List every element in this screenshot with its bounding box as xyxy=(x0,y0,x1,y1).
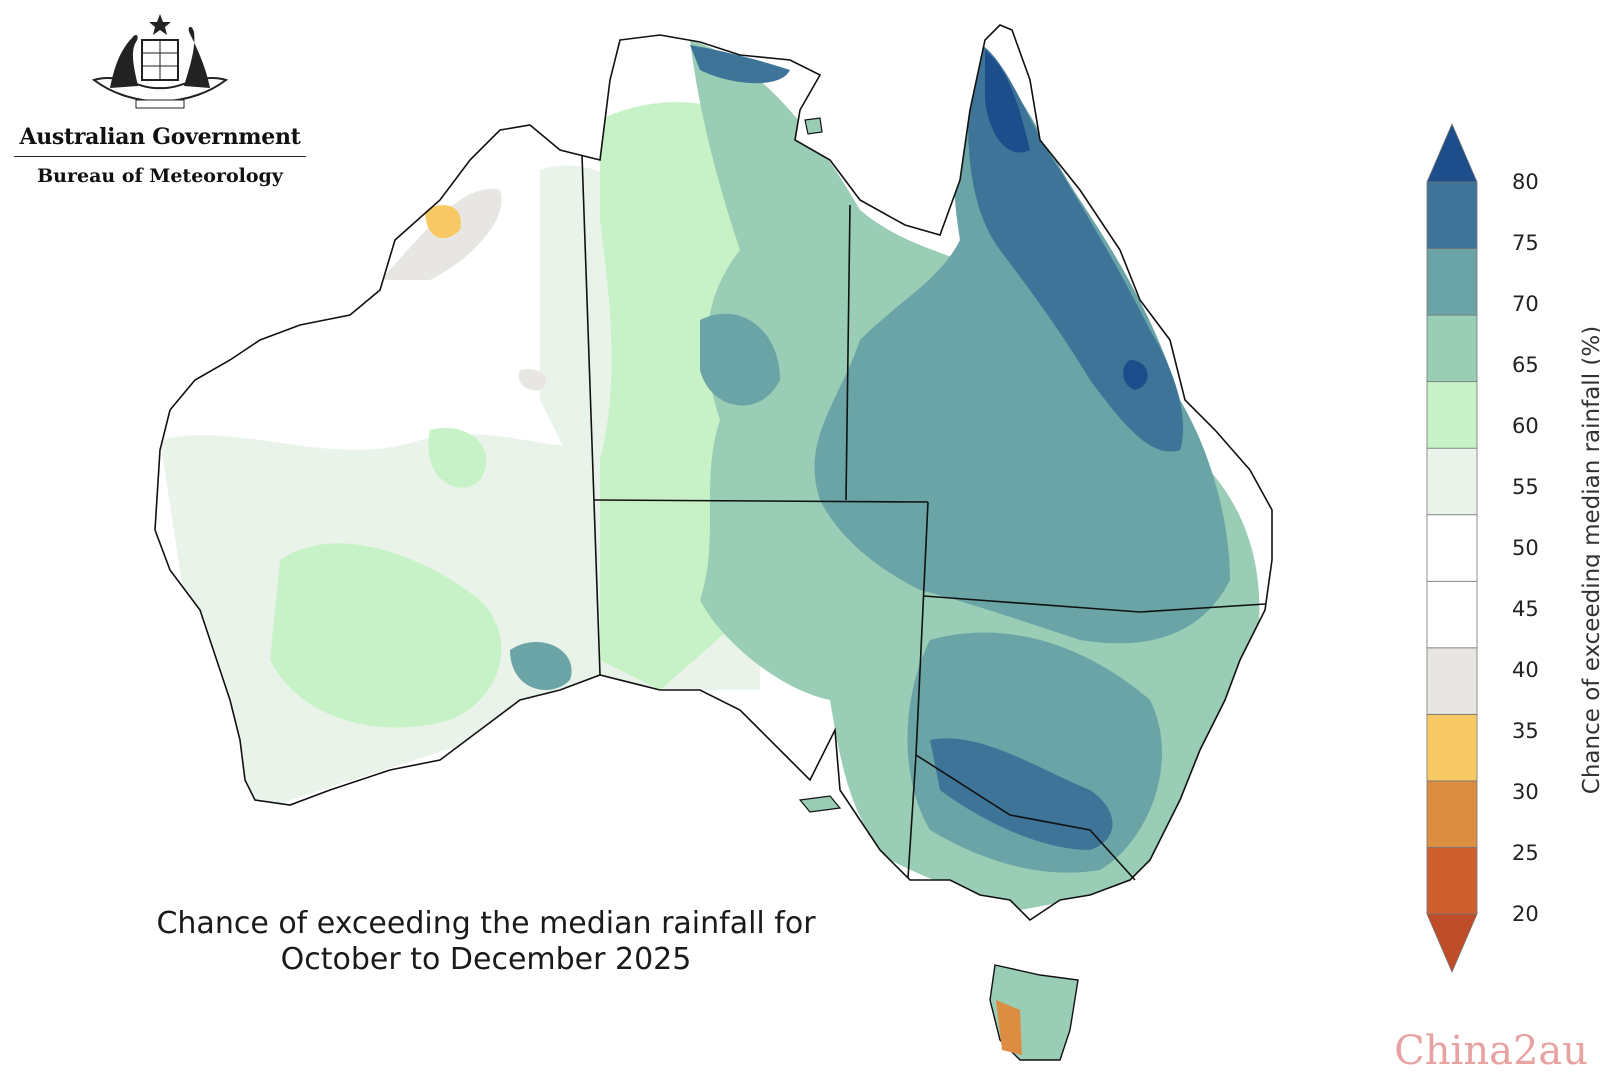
legend-band-30-35 xyxy=(1426,780,1478,848)
legend-band-65-70 xyxy=(1426,314,1478,383)
legend-band-45-50 xyxy=(1426,580,1478,649)
legend-band-20-25 xyxy=(1426,913,1478,974)
rainfall-contours xyxy=(155,25,1272,920)
legend-tick-55: 55 xyxy=(1512,475,1539,499)
map-caption: Chance of exceeding the median rainfall … xyxy=(96,906,876,978)
caption-line-1: Chance of exceeding the median rainfall … xyxy=(156,906,816,941)
coastline xyxy=(154,24,1273,922)
legend-tick-65: 65 xyxy=(1512,353,1539,377)
legend-band->80 xyxy=(1426,122,1478,183)
legend-tick-25: 25 xyxy=(1512,841,1539,865)
caption-line-2: October to December 2025 xyxy=(280,942,692,977)
watermark: China2au xyxy=(1394,1028,1588,1074)
state-borders xyxy=(581,154,1266,881)
legend-tick-35: 35 xyxy=(1512,719,1539,743)
legend-tick-80: 80 xyxy=(1512,170,1539,194)
legend-tick-20: 20 xyxy=(1512,902,1539,926)
legend-tick-75: 75 xyxy=(1512,231,1539,255)
legend-tick-40: 40 xyxy=(1512,658,1539,682)
legend-band-70-75 xyxy=(1426,248,1478,316)
legend-band-75-80 xyxy=(1426,181,1478,249)
government-logo: Australian Government Bureau of Meteorol… xyxy=(10,8,310,187)
legend-tick-50: 50 xyxy=(1512,536,1539,560)
legend-tick-45: 45 xyxy=(1512,597,1539,621)
legend-colorbar xyxy=(1426,122,1478,974)
government-name: Australian Government xyxy=(19,124,301,150)
legend-band-50-55 xyxy=(1426,514,1478,582)
legend-band-40-45 xyxy=(1426,647,1478,715)
logo-divider xyxy=(14,156,306,157)
legend-tick-60: 60 xyxy=(1512,414,1539,438)
tasmania-west-dry xyxy=(996,1000,1022,1055)
island-gulf xyxy=(804,117,823,135)
bureau-name: Bureau of Meteorology xyxy=(37,165,283,187)
legend-band-60-65 xyxy=(1426,381,1478,449)
coat-of-arms-icon xyxy=(91,14,229,109)
legend-title: Chance of exceeding median rainfall (%) xyxy=(1579,325,1600,795)
legend-tick-70: 70 xyxy=(1512,292,1539,316)
kangaroo-island xyxy=(798,795,842,813)
legend-tick-30: 30 xyxy=(1512,780,1539,804)
legend-band-35-40 xyxy=(1426,713,1478,782)
legend-band-25-30 xyxy=(1426,847,1478,915)
legend-band-55-60 xyxy=(1426,447,1478,516)
